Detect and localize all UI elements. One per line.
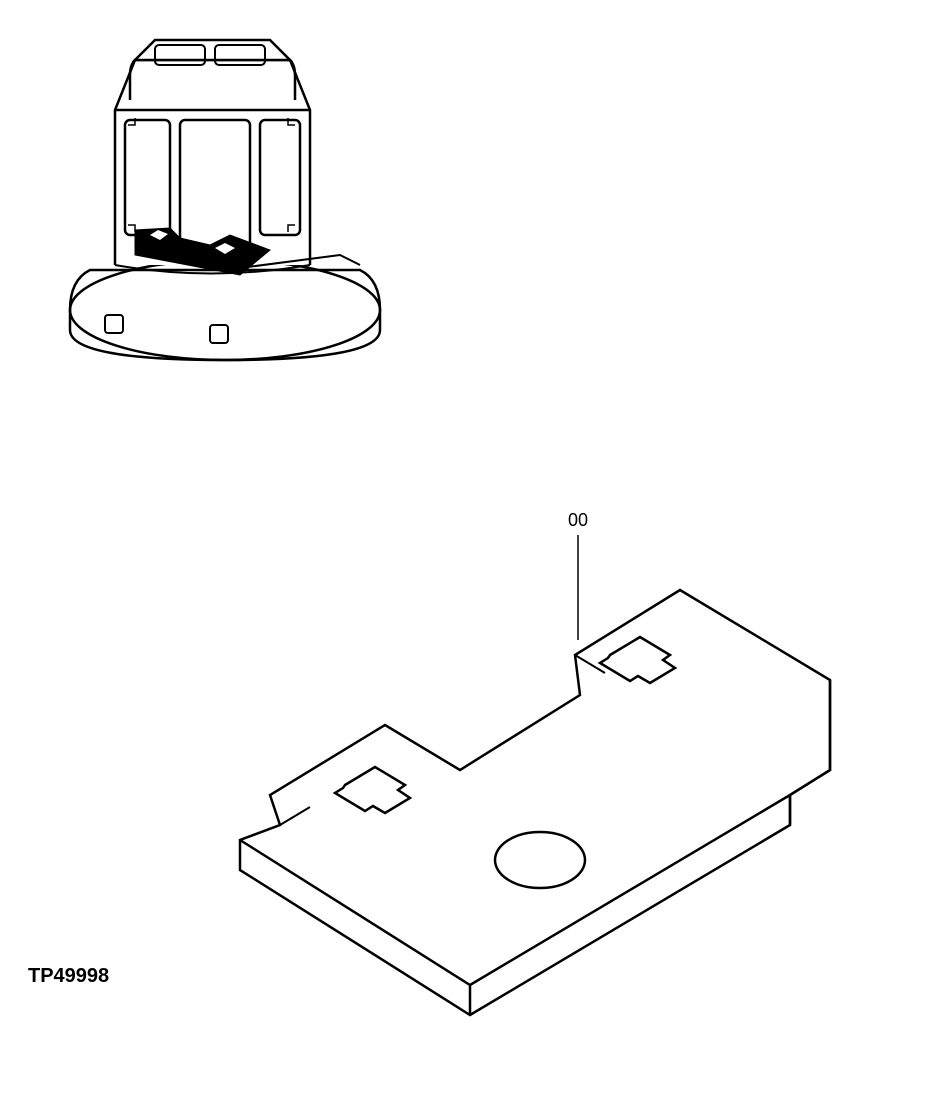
floor-mat-drawing [210,560,860,1040]
callout-label-00: 00 [568,510,588,531]
technical-diagram: 00 TP49998 [0,0,932,1095]
part-number-label: TP49998 [28,965,109,988]
cab-assembly-drawing [60,30,390,380]
